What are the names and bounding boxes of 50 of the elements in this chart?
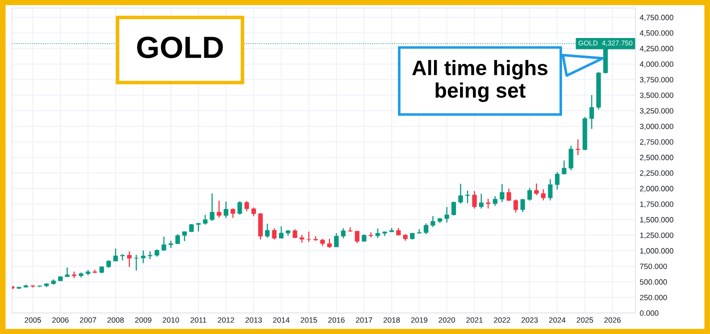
- candlestick: [272, 228, 277, 240]
- candlestick: [465, 190, 470, 204]
- candlestick: [472, 190, 477, 210]
- candlestick: [202, 214, 208, 226]
- candlestick: [541, 188, 546, 201]
- candlestick: [258, 212, 263, 240]
- candlestick: [554, 171, 560, 190]
- candlestick: [327, 238, 332, 248]
- candlestick: [568, 145, 574, 171]
- candlestick: [265, 223, 270, 238]
- candlestick: [492, 196, 498, 206]
- candlestick: [486, 198, 490, 209]
- candlestick: [230, 208, 236, 218]
- candlestick: [134, 254, 139, 272]
- candlestick: [479, 193, 484, 210]
- candlestick: [224, 201, 228, 219]
- candlestick: [113, 248, 118, 262]
- candlestick: [140, 250, 146, 264]
- candlestick: [375, 228, 380, 239]
- candlestick: [513, 198, 518, 214]
- candlestick: [416, 228, 422, 234]
- candlestick: [64, 266, 70, 278]
- candlestick: [520, 198, 525, 213]
- candlestick: [458, 183, 463, 204]
- candlestick: [354, 230, 360, 244]
- candlestick: [589, 94, 594, 130]
- candlestick: [430, 216, 436, 228]
- candlestick: [444, 206, 450, 224]
- candlestick: [216, 200, 222, 218]
- candlestick: [548, 178, 553, 201]
- candlestick: [244, 200, 250, 212]
- candlestick: [424, 222, 428, 235]
- candlestick: [306, 231, 312, 242]
- candlestick: [210, 192, 214, 222]
- candlestick: [237, 200, 242, 216]
- candlestick: [334, 232, 339, 248]
- candlestick: [500, 184, 504, 203]
- text: GOLD: [137, 36, 223, 58]
- candlestick: [341, 228, 346, 239]
- candlestick: [562, 160, 566, 175]
- candlestick: [534, 182, 539, 196]
- annotation: All time highs being set: [412, 60, 548, 102]
- candlestick: [451, 201, 456, 216]
- candlestick: [162, 236, 166, 252]
- candlestick: [576, 138, 580, 156]
- candlestick: [278, 226, 284, 239]
- candlestick: [506, 188, 512, 202]
- candlestick: [527, 187, 532, 202]
- candlestick: [175, 234, 180, 244]
- candlestick: [127, 250, 132, 268]
